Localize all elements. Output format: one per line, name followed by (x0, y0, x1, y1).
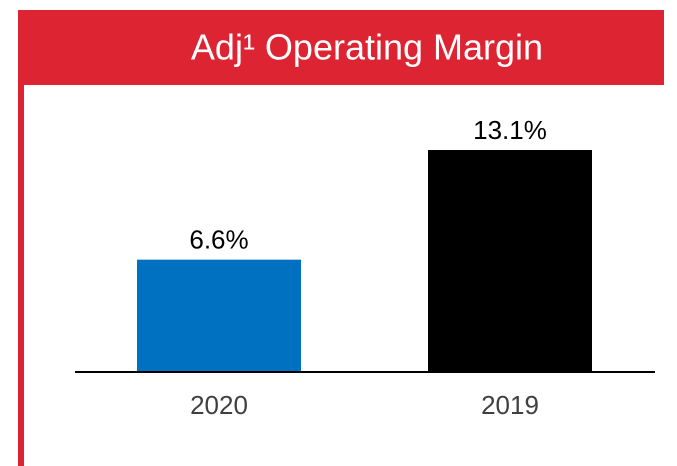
x-tick-label: 2019 (481, 390, 539, 420)
left-border (18, 10, 24, 466)
x-tick-label: 2020 (190, 390, 248, 420)
value-label: 13.1% (473, 115, 547, 145)
bar (137, 259, 301, 371)
bar (428, 150, 592, 371)
value-label: 6.6% (189, 225, 248, 255)
header-band (18, 10, 664, 85)
chart-title: Adj¹ Operating Margin (191, 27, 543, 68)
